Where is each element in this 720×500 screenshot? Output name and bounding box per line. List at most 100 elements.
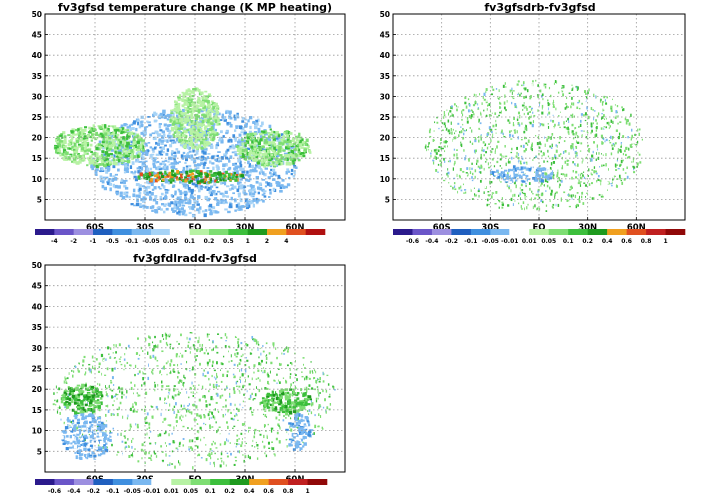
heatmap-cell xyxy=(91,166,95,171)
heatmap-cell xyxy=(254,141,257,144)
heatmap-cell xyxy=(498,89,500,93)
heatmap-cell xyxy=(544,136,546,139)
heatmap-cell xyxy=(626,175,629,179)
heatmap-cell xyxy=(269,163,274,166)
heatmap-cell xyxy=(123,171,127,174)
heatmap-cell xyxy=(132,142,136,146)
heatmap-cell xyxy=(225,421,228,424)
heatmap-cell xyxy=(573,108,576,111)
heatmap-cell xyxy=(208,160,212,164)
heatmap-cell xyxy=(633,167,635,171)
heatmap-cell xyxy=(170,194,174,197)
heatmap-cell xyxy=(443,145,446,148)
heatmap-cell xyxy=(248,165,252,168)
heatmap-cell xyxy=(275,392,278,396)
heatmap-cell xyxy=(270,168,273,171)
heatmap-cell xyxy=(191,107,195,111)
heatmap-cell xyxy=(172,209,176,213)
heatmap-cell xyxy=(125,170,130,173)
heatmap-cell xyxy=(190,391,192,394)
heatmap-cell xyxy=(506,130,509,135)
heatmap-cell xyxy=(539,167,543,172)
heatmap-cell xyxy=(130,145,134,147)
heatmap-cell xyxy=(430,152,432,155)
heatmap-cell xyxy=(550,189,553,193)
heatmap-cell xyxy=(240,174,245,178)
feature-negative-tropical-band xyxy=(489,165,554,184)
heatmap-cell xyxy=(234,139,237,142)
heatmap-cell xyxy=(633,143,635,145)
heatmap-cell xyxy=(144,172,148,177)
heatmap-cell xyxy=(469,125,472,127)
heatmap-cell xyxy=(503,155,505,158)
heatmap-cell xyxy=(119,154,123,157)
heatmap-cell xyxy=(507,119,510,122)
heatmap-cell xyxy=(303,377,305,381)
heatmap-cell xyxy=(265,181,269,184)
heatmap-cell xyxy=(275,347,277,350)
heatmap-cell xyxy=(101,162,104,166)
heatmap-cell xyxy=(190,115,193,119)
heatmap-cell xyxy=(197,105,200,108)
heatmap-cell xyxy=(301,138,304,142)
heatmap-cell xyxy=(253,191,257,194)
heatmap-cell xyxy=(222,194,225,198)
heatmap-cell xyxy=(563,154,566,157)
heatmap-cell xyxy=(601,194,604,198)
heatmap-cell xyxy=(477,103,479,106)
heatmap-cell xyxy=(117,162,120,166)
heatmap-cell xyxy=(206,95,210,98)
heatmap-cell xyxy=(479,122,482,125)
heatmap-cell xyxy=(87,157,91,160)
heatmap-cell xyxy=(236,170,239,174)
heatmap-cell xyxy=(230,184,234,186)
heatmap-cell xyxy=(453,136,456,140)
heatmap-cell xyxy=(473,149,476,153)
heatmap-cell xyxy=(258,182,262,186)
heatmap-cell xyxy=(195,120,199,124)
heatmap-cell xyxy=(261,147,264,152)
heatmap-cell xyxy=(80,132,83,136)
heatmap-cell xyxy=(510,174,514,178)
heatmap-cell xyxy=(158,115,163,118)
heatmap-cell xyxy=(95,144,100,147)
heatmap-cell xyxy=(529,111,531,113)
heatmap-cell xyxy=(516,166,520,171)
heatmap-cell xyxy=(499,165,501,167)
heatmap-cell xyxy=(543,160,545,163)
heatmap-cell xyxy=(72,135,75,138)
heatmap-cell xyxy=(513,82,516,86)
heatmap-cell xyxy=(252,120,257,124)
colorbar-label: -0.1 xyxy=(125,238,138,245)
heatmap-cell xyxy=(268,138,272,143)
heatmap-cell xyxy=(81,136,85,140)
heatmap-cell xyxy=(101,150,105,154)
heatmap-cell xyxy=(202,133,206,137)
heatmap-cell xyxy=(525,105,527,109)
heatmap-cell xyxy=(630,138,632,141)
heatmap-cell xyxy=(251,156,255,160)
heatmap-cell xyxy=(448,179,450,182)
heatmap-cell xyxy=(101,180,105,184)
heatmap-cell xyxy=(441,177,443,179)
colorbar-segment xyxy=(412,229,433,235)
heatmap-cell xyxy=(164,144,167,147)
heatmap-cell xyxy=(95,164,99,169)
heatmap-cell xyxy=(436,116,438,119)
heatmap-cell xyxy=(491,85,493,89)
heatmap-cell xyxy=(161,451,164,453)
heatmap-cell xyxy=(79,436,81,438)
heatmap-cell xyxy=(627,136,629,139)
heatmap-cell xyxy=(244,173,248,176)
heatmap-cell xyxy=(234,169,237,173)
heatmap-cell xyxy=(134,178,138,182)
heatmap-cell xyxy=(194,130,199,135)
heatmap-cell xyxy=(262,135,266,139)
heatmap-cell xyxy=(201,343,204,347)
heatmap-cell xyxy=(204,186,207,189)
heatmap-cell xyxy=(580,142,583,145)
heatmap-cell xyxy=(499,181,502,183)
heatmap-cell xyxy=(267,377,270,381)
heatmap-cell xyxy=(615,175,617,177)
heatmap-cell xyxy=(620,179,622,182)
